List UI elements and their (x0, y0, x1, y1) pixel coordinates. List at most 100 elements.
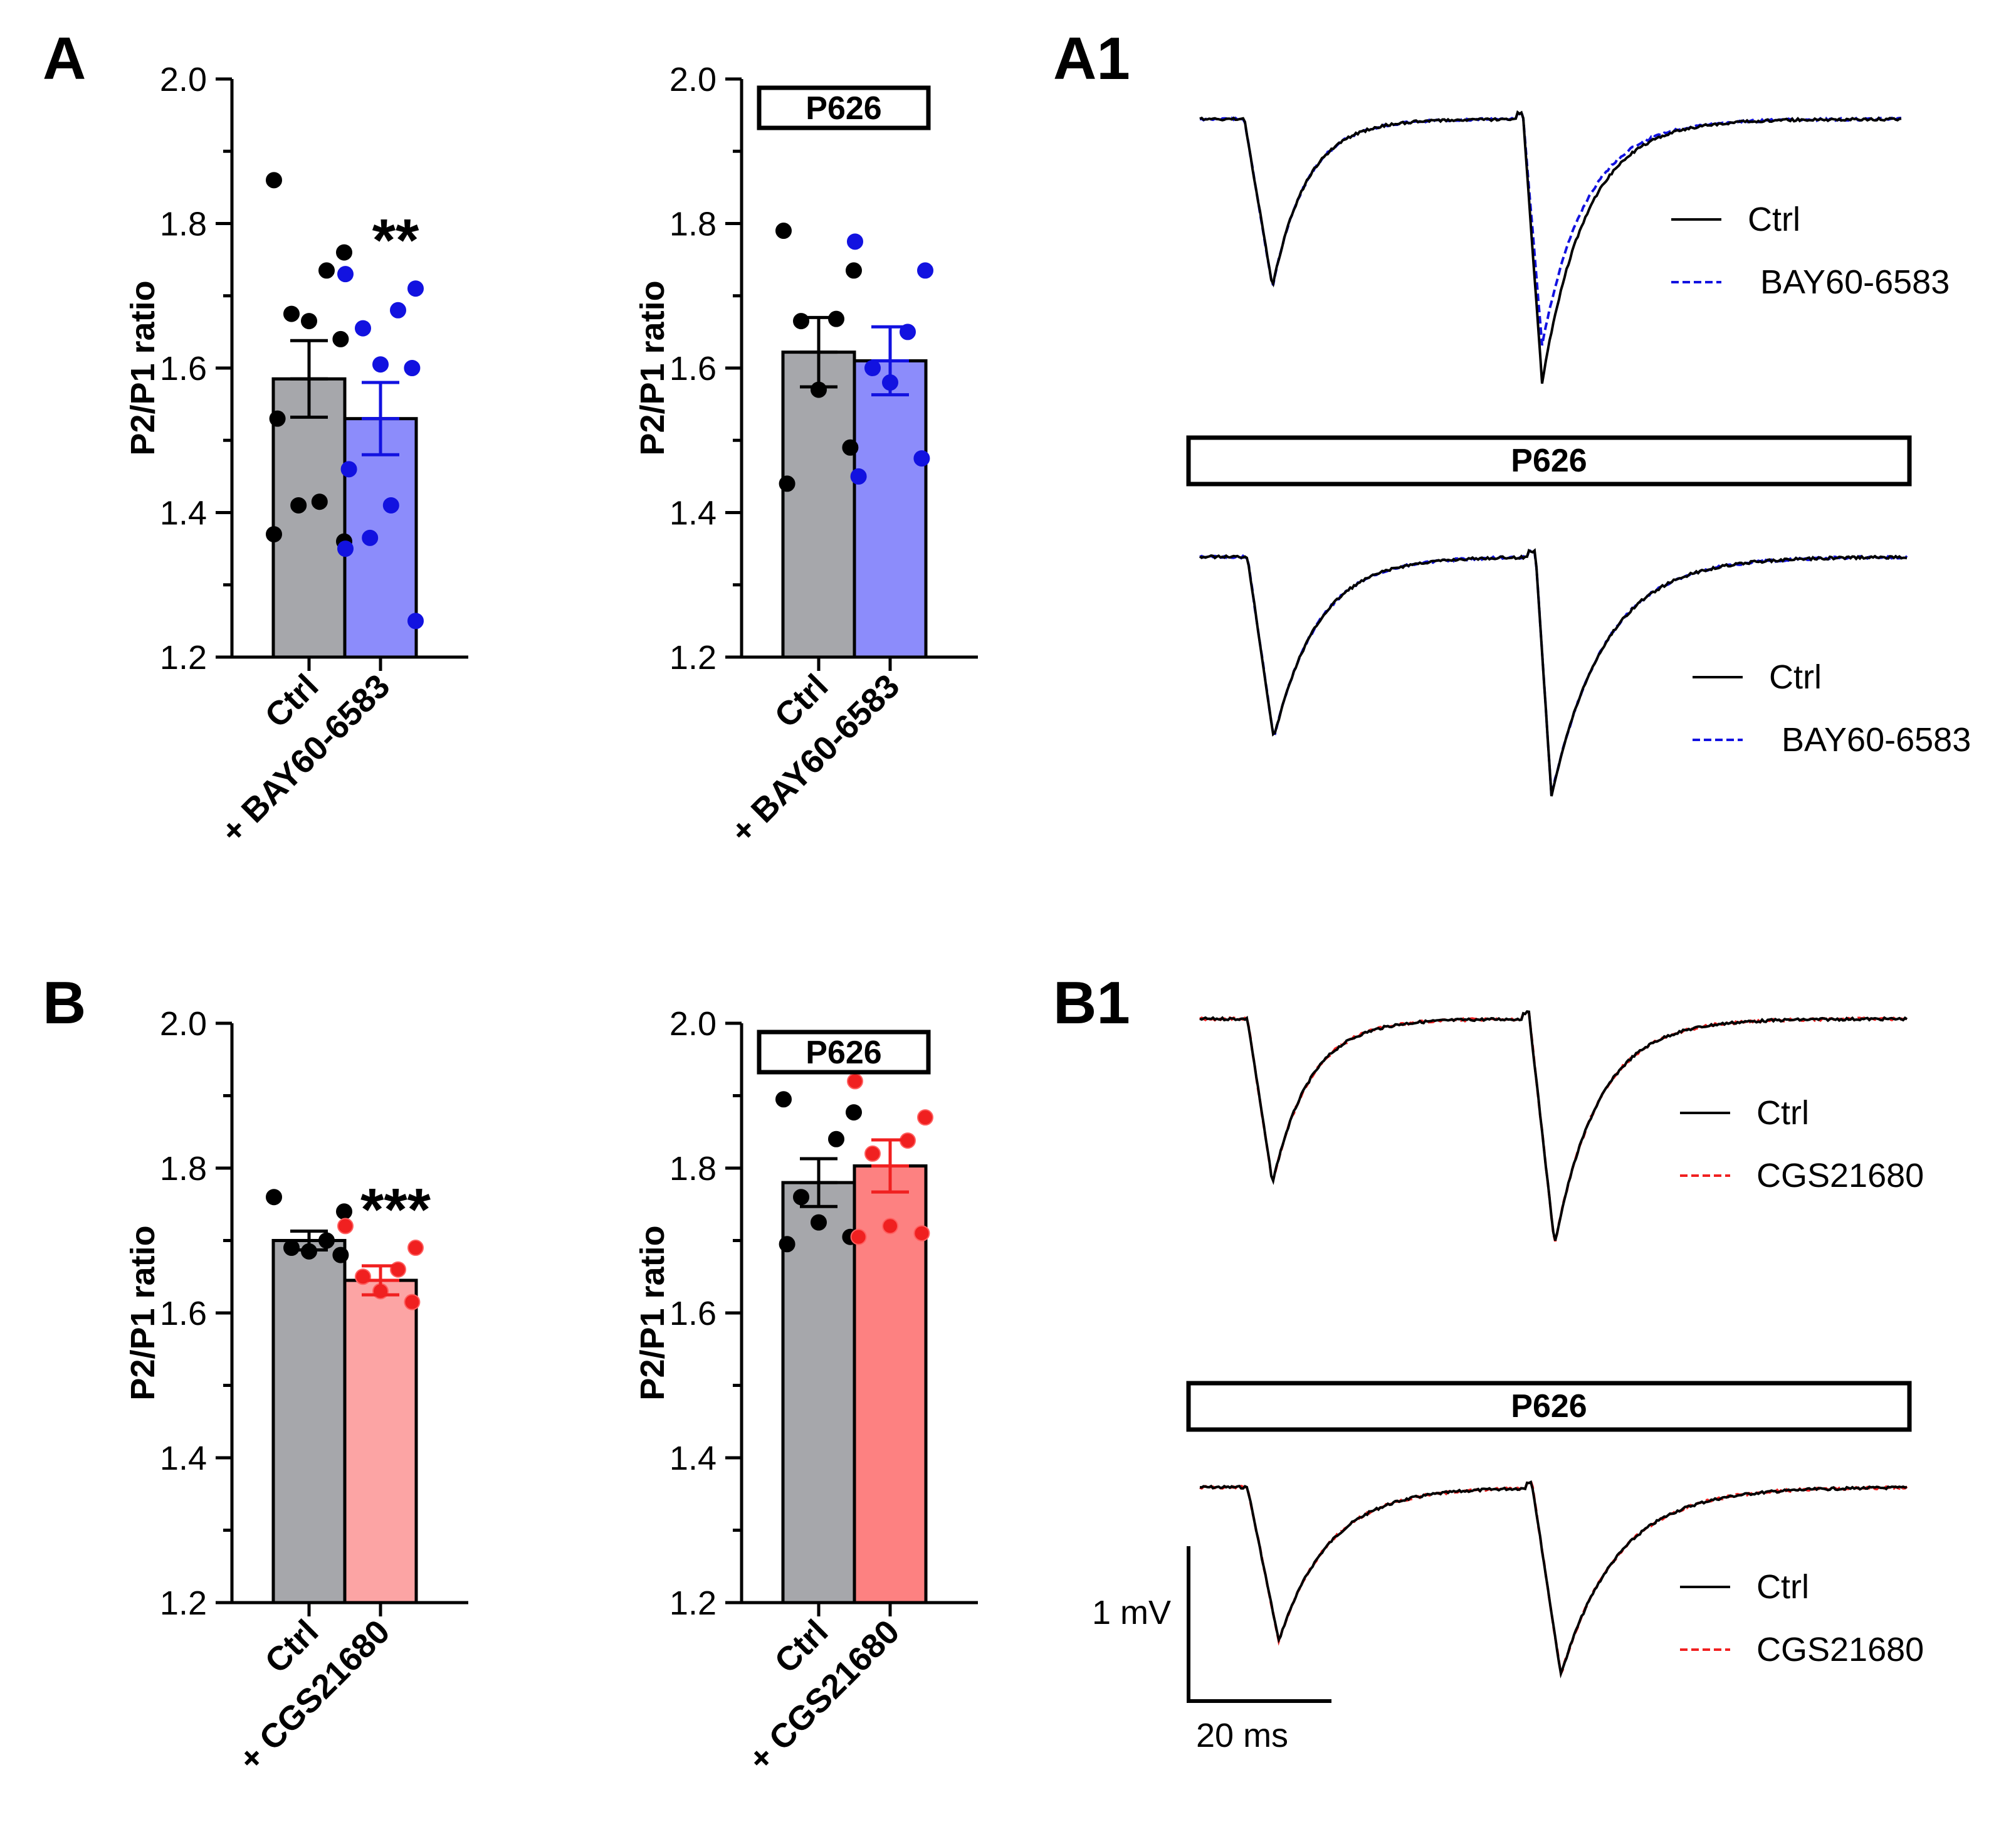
panel-label-a1: A1 (1053, 25, 1130, 92)
data-point-drug (390, 1261, 406, 1278)
trace-panel-b1-bottom (1199, 1480, 1908, 1678)
data-point-drug (850, 1228, 867, 1245)
data-point-ctrl (779, 475, 795, 492)
y-tick-label: 1.8 (160, 1150, 207, 1188)
data-point-drug (882, 1218, 898, 1235)
y-tick-label: 2.0 (160, 61, 207, 98)
data-point-ctrl (811, 1214, 827, 1231)
data-point-drug (404, 360, 421, 376)
y-tick-label: 2.0 (669, 1005, 717, 1043)
data-point-ctrl (846, 1104, 862, 1121)
trace-ctrl (1199, 1010, 1908, 1241)
bar-ctrl (781, 1181, 856, 1605)
p626-box (757, 1030, 931, 1075)
scale-bar: 1 mV 20 ms (1092, 1546, 1331, 1754)
bar-ctrl (781, 350, 856, 659)
y-tick-label: 1.8 (160, 206, 207, 243)
data-point-drug (372, 356, 389, 373)
data-point-drug (913, 450, 930, 467)
y-tick-label: 1.2 (669, 1584, 717, 1622)
data-point-drug (337, 1218, 354, 1235)
trace-panel-a1-top (1199, 109, 1902, 384)
scale-bar-lines (1187, 1546, 1331, 1703)
data-point-drug (390, 302, 406, 319)
data-point-ctrl (828, 1130, 844, 1147)
y-tick-label: 1.2 (160, 639, 207, 677)
data-point-ctrl (311, 493, 328, 510)
legend-a1-bottom: Ctrl BAY60-6583 (1693, 658, 1971, 759)
y-tick-label: 1.6 (160, 1295, 207, 1332)
y-tick-label: 1.8 (669, 1150, 717, 1188)
y-tick-label: 1.4 (160, 495, 207, 532)
p626-box-a1: P626 (1186, 435, 1912, 487)
data-point-ctrl (779, 1236, 795, 1253)
y-tick-label: 1.6 (160, 350, 207, 387)
y-axis-title: P2/P1 ratio (124, 1225, 162, 1400)
data-point-drug (407, 1240, 424, 1257)
legend-drug-label: BAY60-6583 (1760, 263, 1950, 301)
data-point-drug (337, 266, 354, 283)
panel-label-b1: B1 (1053, 969, 1130, 1036)
data-point-drug (847, 233, 863, 250)
y-tick-label: 1.6 (669, 1295, 717, 1332)
p626-box-label: P626 (1511, 1388, 1587, 1425)
trace-ctrl (1199, 1480, 1908, 1678)
data-point-ctrl (775, 223, 792, 240)
data-point-ctrl (793, 313, 809, 330)
data-point-ctrl (318, 262, 335, 279)
data-point-ctrl (266, 1189, 282, 1206)
scale-time-label: 20 ms (1196, 1717, 1288, 1754)
data-point-drug (362, 529, 379, 546)
trace-ctrl (1199, 110, 1902, 384)
y-axis-title: P2/P1 ratio (634, 1225, 671, 1400)
significance-marker: ** (372, 207, 419, 274)
data-point-drug (407, 280, 424, 297)
y-tick-label: 1.2 (160, 1584, 207, 1622)
bar-drug (343, 417, 418, 659)
data-point-ctrl (793, 1189, 809, 1206)
data-point-ctrl (283, 305, 300, 322)
p626-box (757, 85, 931, 130)
data-point-drug (407, 613, 424, 630)
p626-box-label: P626 (1511, 443, 1587, 479)
data-point-ctrl (332, 1246, 349, 1263)
trace-ctrl (1199, 548, 1908, 797)
y-tick-label: 2.0 (160, 1005, 207, 1043)
data-point-drug (850, 468, 867, 485)
data-point-drug (340, 461, 357, 478)
data-point-ctrl (266, 172, 282, 189)
data-point-ctrl (269, 410, 286, 427)
panel-label-a: A (43, 25, 86, 92)
legend-ctrl-label: Ctrl (1756, 1094, 1809, 1132)
y-axis-title: P2/P1 ratio (124, 280, 162, 455)
y-tick-label: 1.6 (669, 350, 717, 387)
trace-panel-a1-bottom (1199, 548, 1908, 797)
y-tick-label: 2.0 (669, 61, 717, 98)
data-point-ctrl (332, 330, 349, 347)
p626-box (1186, 1381, 1912, 1432)
data-point-ctrl (301, 313, 317, 330)
y-tick-label: 1.4 (669, 495, 717, 532)
y-tick-label: 1.4 (669, 1440, 717, 1477)
data-point-drug (382, 497, 399, 514)
legend-b1-top: Ctrl CGS21680 (1680, 1094, 1924, 1194)
data-point-ctrl (775, 1091, 792, 1108)
data-point-ctrl (336, 244, 352, 261)
legend-ctrl-label: Ctrl (1756, 1568, 1809, 1606)
panel-label-b: B (43, 969, 86, 1036)
data-point-drug (864, 360, 881, 376)
data-point-drug (864, 1145, 881, 1162)
y-tick-label: 1.4 (160, 1440, 207, 1477)
scale-voltage-label: 1 mV (1092, 1594, 1171, 1631)
data-point-drug (847, 1073, 863, 1090)
bar-drug (853, 359, 928, 659)
legend-ctrl-label: Ctrl (1748, 201, 1800, 238)
legend-drug-label: CGS21680 (1756, 1631, 1924, 1668)
data-point-ctrl (846, 262, 862, 279)
y-tick-label: 1.2 (669, 639, 717, 677)
data-point-drug (917, 262, 933, 279)
data-point-ctrl (842, 439, 859, 456)
